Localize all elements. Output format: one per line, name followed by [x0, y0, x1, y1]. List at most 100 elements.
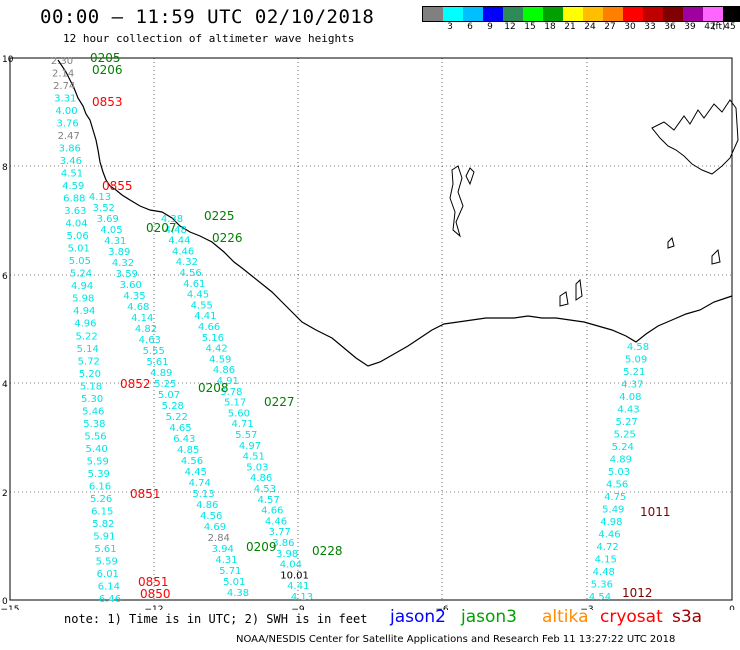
x-tick-label: −3 — [580, 605, 593, 610]
map-title: 00:00 – 11:59 UTC 02/10/2018 — [40, 6, 375, 28]
wave-height-value: 3.59 — [116, 269, 138, 280]
wave-height-value: 5.22 — [75, 331, 97, 342]
legend-swatch — [483, 7, 503, 21]
wave-height-value: 5.38 — [83, 419, 105, 430]
wave-height-value: 4.85 — [177, 445, 199, 456]
wave-height-value: 5.24 — [70, 269, 92, 280]
wave-height-value: 5.16 — [202, 333, 224, 344]
legend-label: 3 — [447, 22, 453, 32]
wave-height-value: 4.44 — [168, 236, 190, 247]
wave-height-value: 5.06 — [66, 231, 88, 242]
legend-label: 45 — [724, 22, 736, 32]
legend-swatch — [463, 7, 483, 21]
wave-height-value: 4.68 — [127, 302, 149, 313]
wave-height-value: 4.74 — [189, 478, 211, 489]
wave-height-value: 4.37 — [621, 380, 643, 391]
wave-height-value: 5.59 — [96, 557, 118, 568]
wave-height-value: 5.07 — [158, 390, 180, 401]
wave-height-value: 6.01 — [97, 569, 119, 580]
wave-height-value: 4.53 — [254, 484, 276, 495]
wave-height-value: 3.52 — [93, 203, 115, 214]
wave-height-value: 4.54 — [589, 592, 611, 603]
wave-height-value: 5.01 — [68, 244, 90, 255]
pass-time-label: 0851 — [138, 575, 169, 589]
y-tick-label: 6 — [2, 272, 8, 282]
satellite-cryosat: cryosat — [600, 607, 663, 627]
wave-height-value: 4.75 — [604, 492, 626, 503]
wave-height-value: 4.48 — [593, 567, 615, 578]
map-subtitle: 12 hour collection of altimeter wave hei… — [63, 32, 355, 45]
pass-time-label: 0855 — [102, 179, 133, 193]
legend-label: 12 — [504, 22, 516, 32]
y-tick-label: 10 — [2, 55, 14, 65]
wave-height-value: 4.97 — [239, 441, 261, 452]
wave-height-value: 4.00 — [55, 106, 77, 117]
wave-height-value: 6.15 — [91, 506, 113, 517]
wave-height-value: 4.59 — [62, 181, 84, 192]
legend-label: 27 — [604, 22, 616, 32]
island-outline — [449, 165, 464, 238]
island-outline — [465, 167, 475, 186]
wave-height-value: 3.60 — [120, 280, 142, 291]
wave-height-value: 5.03 — [608, 467, 630, 478]
wave-height-value: 5.49 — [602, 505, 624, 516]
wave-height-value: 5.39 — [88, 469, 110, 480]
wave-height-value: 4.89 — [610, 455, 632, 466]
wave-height-value: 6.14 — [98, 582, 120, 593]
wave-height-value: 4.71 — [231, 419, 253, 430]
y-tick-label: 0 — [2, 597, 8, 607]
x-tick-label: −6 — [435, 605, 449, 610]
y-tick-label: 4 — [2, 380, 8, 390]
pass-time-label: 0227 — [264, 395, 295, 409]
wave-height-value: 6.88 — [63, 194, 85, 205]
wave-height-value: 4.58 — [627, 342, 649, 353]
wave-height-value: 5.46 — [82, 406, 104, 417]
wave-height-value: 3.63 — [64, 206, 86, 217]
wave-height-value: 3.94 — [212, 544, 234, 555]
legend-swatch — [503, 7, 523, 21]
wave-height-value: 3.86 — [59, 144, 81, 155]
wave-height-value: 4.48 — [165, 225, 187, 236]
wave-height-value: 4.89 — [150, 368, 172, 379]
legend-swatch — [603, 7, 623, 21]
wave-height-value: 4.41 — [287, 581, 309, 592]
wave-height-value: 3.76 — [56, 119, 78, 130]
legend-swatch — [443, 7, 463, 21]
island-outline — [667, 237, 675, 249]
wave-height-value: 4.94 — [71, 281, 93, 292]
wave-height-value: 5.21 — [623, 367, 645, 378]
wave-height-value: 4.69 — [204, 522, 226, 533]
wave-height-value: 4.66 — [261, 506, 283, 517]
wave-height-value: 4.41 — [194, 311, 216, 322]
coastline — [57, 59, 733, 367]
wave-height-value: 5.55 — [143, 346, 165, 357]
wave-height-value: 5.17 — [224, 398, 246, 409]
wave-height-value: 4.35 — [123, 291, 145, 302]
color-scale-legend — [422, 6, 740, 22]
wave-height-value: 5.24 — [612, 442, 634, 453]
wave-height-value: 5.40 — [85, 444, 107, 455]
wave-height-value: 4.46 — [265, 516, 287, 527]
axis-tick-labels: −15 −12 −9 −6 −3 0 10 8 6 4 2 0 — [1, 55, 736, 610]
legend-swatch — [683, 7, 703, 21]
wave-height-value: 5.13 — [192, 489, 214, 500]
pass-time-label: 1011 — [640, 505, 671, 519]
x-tick-label: −15 — [1, 605, 20, 610]
satellite-s3a: s3a — [672, 607, 703, 627]
pass-time-label: 0226 — [212, 231, 243, 245]
legend-swatch — [563, 7, 583, 21]
wave-height-value: 5.61 — [146, 357, 168, 368]
wave-height-value: 6.16 — [89, 481, 111, 492]
pass-time-label: 0850 — [140, 587, 171, 601]
x-tick-label: 0 — [729, 605, 735, 610]
x-tick-label: −12 — [145, 605, 164, 610]
legend-label: 42 — [704, 22, 716, 32]
wave-height-value: 5.25 — [614, 430, 636, 441]
wave-height-value: 5.59 — [87, 456, 109, 467]
wave-height-value: 4.15 — [595, 555, 617, 566]
wave-height-value: 4.98 — [600, 517, 622, 528]
wave-height-value: 2.74 — [53, 81, 75, 92]
x-tick-label: −9 — [291, 605, 305, 610]
island-outline — [711, 248, 721, 265]
